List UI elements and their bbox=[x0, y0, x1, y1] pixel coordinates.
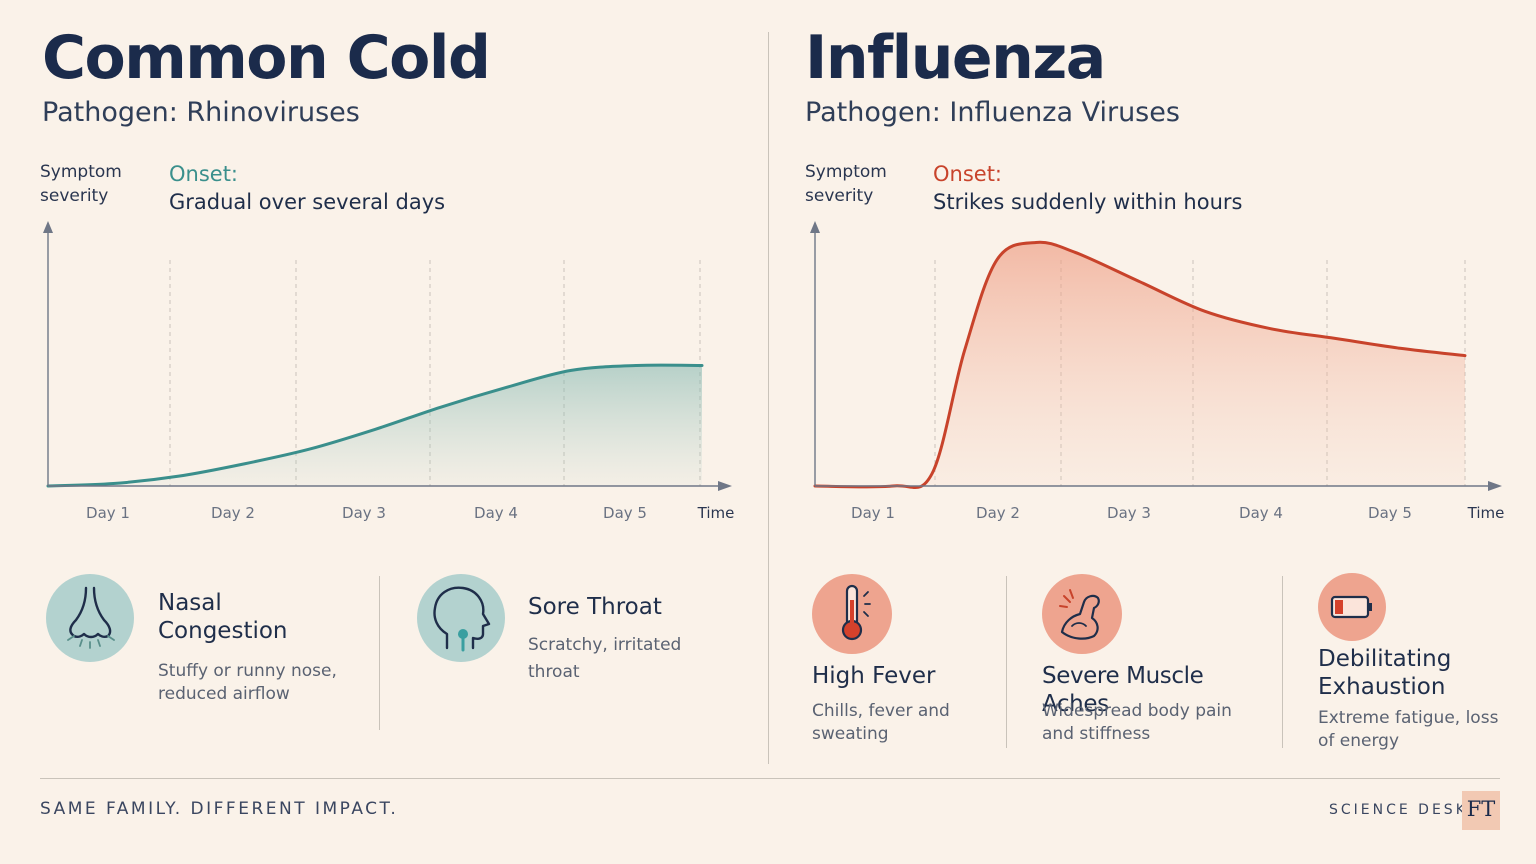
flu-symptom-divider-2 bbox=[1282, 576, 1283, 748]
cold-x-axis-arrow bbox=[718, 481, 732, 491]
flu-severity-line bbox=[813, 240, 1467, 490]
flu-symptom-divider-1 bbox=[1006, 576, 1007, 748]
cold-plot-area: Day 1 Day 2 Day 3 Day 4 Day 5 Time bbox=[43, 221, 734, 522]
flu-tick-label: Day 3 bbox=[1107, 504, 1151, 522]
cold-tick-label: Day 2 bbox=[211, 504, 255, 522]
cold-severity-line bbox=[46, 363, 704, 488]
flexed-arm-icon bbox=[1042, 574, 1122, 654]
throat-icon bbox=[417, 574, 505, 662]
cold-chart: Day 1 Day 2 Day 3 Day 4 Day 5 Time bbox=[43, 221, 734, 522]
cold-x-axis-label: Time bbox=[697, 504, 735, 522]
flu-plot-area: Day 1 Day 2 Day 3 Day 4 Day 5 Time bbox=[810, 221, 1504, 522]
flu-y-axis-arrow bbox=[810, 221, 820, 233]
ft-logo[interactable]: FT bbox=[1462, 791, 1500, 830]
cold-pathogen: Pathogen: Rhinoviruses bbox=[42, 97, 360, 128]
cold-y-axis-label: Symptom severity bbox=[40, 162, 122, 206]
footer-desk: SCIENCE DESK bbox=[1329, 802, 1468, 818]
footer-tagline: SAME FAMILY. DIFFERENT IMPACT. bbox=[40, 799, 399, 819]
cold-tick-label: Day 4 bbox=[474, 504, 518, 522]
flu-title: Influenza bbox=[805, 23, 1106, 93]
symptom-title-aches: Severe Muscle Aches bbox=[1042, 663, 1204, 717]
flu-tick-label: Day 2 bbox=[976, 504, 1020, 522]
flu-x-axis-arrow bbox=[1488, 481, 1502, 491]
symptom-title-exhaustion: Debilitating Exhaustion bbox=[1318, 646, 1452, 700]
cold-title: Common Cold bbox=[42, 23, 491, 93]
cold-y-axis-arrow bbox=[43, 221, 53, 233]
nose-icon bbox=[46, 574, 134, 662]
cold-onset-label: Onset: bbox=[169, 162, 239, 186]
flu-onset-label: Onset: bbox=[933, 162, 1003, 186]
symptom-desc-nasal: Stuffy or runny nose, reduced airflow bbox=[158, 661, 337, 704]
flu-tick-label: Day 1 bbox=[851, 504, 895, 522]
cold-tick-label: Day 3 bbox=[342, 504, 386, 522]
symptom-title-throat: Sore Throat bbox=[528, 594, 662, 620]
flu-onset-text: Strikes suddenly within hours bbox=[933, 190, 1243, 214]
cold-tick-label: Day 5 bbox=[603, 504, 647, 522]
flu-tick-label: Day 5 bbox=[1368, 504, 1412, 522]
low-battery-icon bbox=[1318, 573, 1386, 641]
cold-onset-text: Gradual over several days bbox=[169, 190, 446, 214]
cold-tick-label: Day 1 bbox=[86, 504, 130, 522]
cold-symptom-divider bbox=[379, 576, 380, 730]
flu-chart: Day 1 Day 2 Day 3 Day 4 Day 5 Time bbox=[810, 221, 1504, 522]
symptom-desc-exhaustion: Extreme fatigue, loss of energy bbox=[1318, 708, 1499, 751]
symptom-desc-fever: Chills, fever and sweating bbox=[812, 701, 950, 744]
center-divider bbox=[768, 32, 769, 764]
footer-rule bbox=[40, 778, 1500, 779]
symptom-title-fever: High Fever bbox=[812, 663, 936, 689]
cold-area-fill bbox=[48, 365, 702, 486]
flu-area-fill bbox=[815, 242, 1465, 488]
symptom-desc-aches: Widespread body pain and stiffness bbox=[1042, 701, 1232, 744]
flu-pathogen: Pathogen: Influenza Viruses bbox=[805, 97, 1180, 128]
flu-y-axis-label: Symptom severity bbox=[805, 162, 887, 206]
symptom-title-nasal: Nasal Congestion bbox=[158, 590, 288, 644]
symptom-desc-throat: Scratchy, irritated throat bbox=[528, 635, 682, 682]
flu-tick-label: Day 4 bbox=[1239, 504, 1283, 522]
thermometer-icon bbox=[812, 574, 892, 654]
flu-x-axis-label: Time bbox=[1467, 504, 1505, 522]
